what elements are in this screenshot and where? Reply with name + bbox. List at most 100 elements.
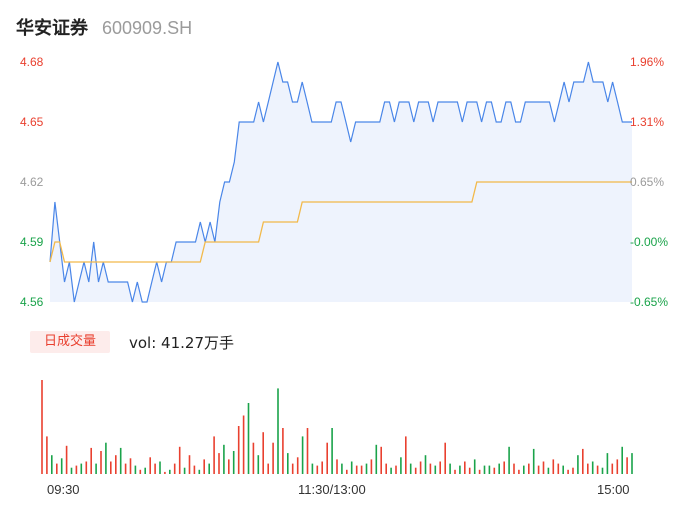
volume-bar [247,403,250,474]
volume-bar [518,469,520,474]
volume-bar [478,469,481,474]
volume-bar [218,453,220,474]
pct-tick-0.00: -0.00% [630,235,669,249]
price-tick-4.59: 4.59 [20,235,44,249]
volume-bar [631,453,633,474]
volume-bar [242,415,245,474]
volume-bar [75,465,78,474]
volume-bar [100,451,102,474]
volume-bar [449,463,451,474]
volume-bar [414,467,417,474]
volume-bar [105,442,107,474]
volume-bar [380,446,382,474]
volume-bar [424,455,427,474]
volume-bar [277,388,279,474]
volume-bar [370,459,373,474]
volume-bar [596,465,599,474]
volume-bar [508,446,510,474]
volume-bar [291,463,294,474]
volume-bar [542,461,545,474]
volume-bar [183,467,186,474]
volume-bar [301,436,304,474]
volume-bar [355,465,358,474]
volume-bar [365,463,368,474]
volume-bar [115,455,117,474]
time-tick-open: 09:30 [47,482,80,497]
volume-bar [611,463,614,474]
volume-bar [385,463,387,474]
volume-bar [562,465,564,474]
volume-bar [198,469,201,474]
volume-bar [193,465,196,474]
volume-bar [208,463,210,474]
volume-bar [513,463,515,474]
volume-bar [409,463,412,474]
volume-bar [454,469,456,474]
price-line [49,61,632,303]
time-tick-midday: 11:30/13:00 [298,482,366,497]
volume-bar [601,467,604,474]
volume-bar [80,463,83,474]
volume-bar [311,463,314,474]
volume-bar [587,463,589,474]
volume-bar [257,455,260,474]
volume-bar [164,471,166,474]
volume-period-tab[interactable]: 日成交量 [30,331,110,353]
volume-bar [134,465,137,474]
volume-bar [159,461,161,474]
volume-bar [552,459,555,474]
volume-bar [90,447,92,474]
volume-bar [537,465,540,474]
volume-bar [56,463,58,474]
volume-bar [493,467,496,474]
volume-bar [188,455,191,474]
pct-tick-neg0.65: -0.65% [630,295,669,309]
stock-code: 600909.SH [102,18,193,38]
volume-bar [65,445,68,474]
volume-bar [41,380,43,474]
volume-bar [173,463,176,474]
volume-bar [282,428,284,474]
volume-bar [360,465,363,474]
volume-bar [262,432,264,474]
price-tick-4.68: 4.68 [20,55,44,69]
volume-bar [468,467,471,474]
volume-bar [572,467,574,474]
volume-bar [390,467,392,474]
volume-bar [124,463,127,474]
volume-bar [331,428,333,474]
volume-bar [178,446,181,474]
volume-bar [70,467,73,474]
pct-tick-1.96: 1.96% [630,55,665,69]
volume-bar [459,465,461,474]
volume-bar [60,458,63,474]
volume-bar [139,469,142,474]
price-tick-4.56: 4.56 [20,295,44,309]
volume-bar [341,463,343,474]
volume-bar [395,465,397,474]
volume-bar [488,465,491,474]
volume-bar [591,461,594,474]
volume-bar [346,469,348,474]
volume-bar [473,459,476,474]
price-tick-4.62: 4.62 [20,175,44,189]
volume-bar [85,461,88,474]
volume-bar [306,428,309,474]
average-price-line [49,181,632,263]
pct-tick-1.31: 1.31% [630,115,665,129]
volume-bar [439,461,441,474]
volume-bar [129,458,132,474]
volume-bar [252,442,255,474]
volume-bar [626,457,628,474]
volume-bar [523,465,525,474]
volume-bar [119,447,122,474]
volume-bar [336,459,338,474]
volume-bar [557,463,560,474]
stock-name: 华安证券 [16,18,88,39]
volume-bar [154,463,156,474]
volume-bar [237,426,240,474]
volume-bar [272,442,274,474]
volume-bar [223,444,225,474]
volume-bar [606,453,609,474]
